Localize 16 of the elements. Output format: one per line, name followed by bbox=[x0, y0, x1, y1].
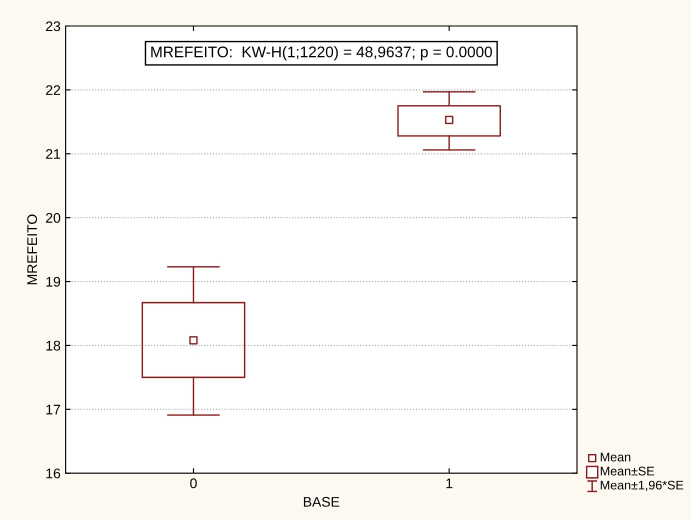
y-tick-label: 18 bbox=[46, 340, 60, 351]
y-tick-label: 22 bbox=[46, 85, 60, 95]
x-tick-label: 0 bbox=[190, 478, 197, 488]
text: Mean bbox=[600, 452, 630, 462]
y-tick-label: 23 bbox=[46, 21, 60, 32]
text: Mean±1,96*SE bbox=[600, 480, 684, 492]
y-tick-label: 21 bbox=[46, 149, 60, 159]
y-tick-label: 20 bbox=[46, 212, 60, 223]
y-axis-title: MREFEITO bbox=[27, 214, 38, 284]
y-tick-label: 19 bbox=[46, 276, 60, 287]
annotation: MREFEITO: KW-H(1;1220) = 48,9637; p = 0.0000 bbox=[151, 46, 492, 60]
y-tick-label: 17 bbox=[46, 404, 60, 414]
x-axis-title: BASE bbox=[304, 496, 340, 507]
y-tick-label: 16 bbox=[46, 468, 60, 478]
x-tick-label: 1 bbox=[446, 478, 452, 488]
text: Mean±SE bbox=[600, 466, 654, 476]
